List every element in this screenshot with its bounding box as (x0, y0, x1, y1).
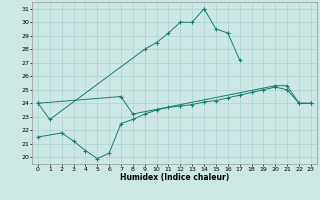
X-axis label: Humidex (Indice chaleur): Humidex (Indice chaleur) (120, 173, 229, 182)
